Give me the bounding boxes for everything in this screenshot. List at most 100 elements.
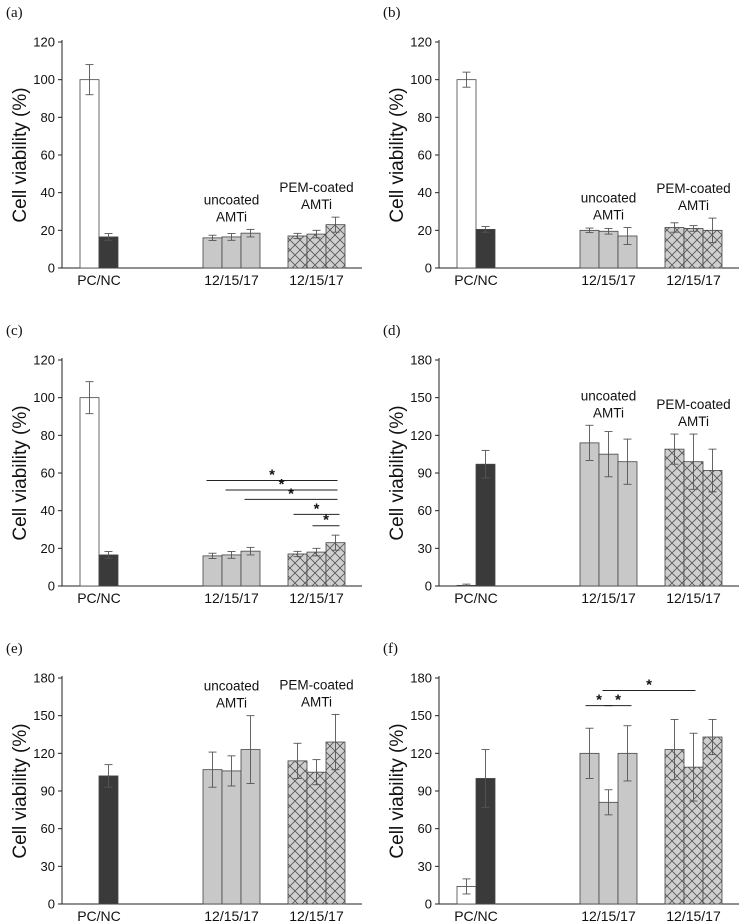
group-title-line: AMTi [216,209,247,224]
y-axis-label: Cell viability (%) [387,87,408,222]
x-category-label: 12/15/17 [289,272,344,288]
y-tick-label: 0 [425,579,432,594]
bar-121517-15 [683,228,704,269]
y-tick-label: 180 [410,671,432,686]
y-tick-label: 180 [410,353,432,368]
y-tick-label: 100 [33,72,55,87]
bar-PCNC-nc [98,554,119,587]
group-title-line: uncoated [581,191,637,206]
bar-121517-15 [221,770,242,905]
group-title-line: AMTi [301,197,332,212]
y-tick-label: 150 [33,708,55,723]
y-tick-label: 0 [48,579,55,594]
bar-121517-12 [664,227,685,269]
x-category-label: 12/15/17 [204,590,259,606]
x-category-label: PC/NC [454,590,498,606]
x-category-label: 12/15/17 [204,908,259,921]
x-category-label: 12/15/17 [581,590,636,606]
panel-label: (f) [383,641,398,657]
y-tick-label: 90 [41,784,55,799]
group-title-line: PEM-coated [279,180,353,195]
y-tick-label: 150 [410,390,432,405]
group-title-line: PEM-coated [656,397,730,412]
group-title-line: AMTi [593,405,624,420]
y-tick-label: 80 [41,110,55,125]
y-tick-label: 20 [41,541,55,556]
y-tick-label: 20 [41,223,55,238]
y-tick-label: 60 [41,821,55,836]
panel-label: (b) [383,5,401,21]
y-tick-label: 30 [418,859,432,874]
significance-star: * [314,500,320,517]
x-category-label: 12/15/17 [581,272,636,288]
chart-panel-d: (d) 0 30 60 90 120 150 180 Cell viability (%) PC/… [383,323,739,606]
group-title-line: uncoated [204,192,260,207]
x-category-label: 12/15/17 [289,908,344,921]
y-tick-label: 30 [418,541,432,556]
group-title-line: uncoated [581,388,637,403]
y-tick-label: 40 [41,185,55,200]
bar-121517-12 [287,235,308,269]
x-category-label: PC/NC [77,590,121,606]
bar-121517-12 [579,442,600,587]
significance-star: * [615,692,621,709]
y-tick-label: 60 [418,821,432,836]
y-tick-label: 60 [41,466,55,481]
significance-star: * [646,677,652,694]
y-tick-label: 120 [33,353,55,368]
bar-121517-15 [306,233,327,269]
bar-121517-15 [598,801,619,905]
bar-121517-15 [221,554,242,587]
group-title-line: PEM-coated [656,181,730,196]
bar-121517-12 [287,760,308,905]
bar-121517-12 [202,555,223,587]
group-title-line: AMTi [678,414,709,429]
bar-121517-12 [202,769,223,905]
x-category-label: PC/NC [454,272,498,288]
y-tick-label: 60 [41,148,55,163]
chart-panel-b: (b) 0 20 40 60 80 100 120 Cell viability (%) PC/N… [383,5,739,288]
bar-PCNC-nc [98,236,119,269]
y-axis-label: Cell viability (%) [10,405,31,540]
panel-label: (c) [6,323,23,339]
group-title-line: PEM-coated [279,677,353,692]
y-tick-label: 120 [410,428,432,443]
group-title-line: AMTi [593,208,624,223]
bar-PCNC-pc [456,79,477,269]
x-category-label: PC/NC [77,272,121,288]
y-axis-label: Cell viability (%) [387,405,408,540]
bar-121517-17 [702,736,723,905]
group-title-line: AMTi [301,694,332,709]
x-category-label: 12/15/17 [289,590,344,606]
panel-label: (d) [383,323,401,339]
y-axis-label: Cell viability (%) [387,723,408,858]
panel-label: (a) [6,5,23,21]
group-title-line: uncoated [204,679,260,694]
x-category-label: 12/15/17 [204,272,259,288]
y-tick-label: 150 [410,708,432,723]
group-title-line: AMTi [678,198,709,213]
chart-panel-a: (a) 0 20 40 60 80 100 120 Cell viability (%) PC/N… [6,5,362,288]
group-title-line: AMTi [216,696,247,711]
bar-PCNC-nc [475,463,496,587]
y-tick-label: 0 [425,261,432,276]
chart-panel-f: (f) 0 30 60 90 120 150 180 Cell viability (%) PC/… [383,641,739,921]
y-tick-label: 90 [418,784,432,799]
y-tick-label: 100 [410,72,432,87]
bar-121517-17 [240,550,261,587]
significance-star: * [269,467,275,484]
y-tick-label: 120 [410,35,432,50]
x-category-label: 12/15/17 [666,908,721,921]
y-tick-label: 0 [425,897,432,912]
chart-panel-e: (e) 0 30 60 90 120 150 180 Cell viability (%) PC/… [6,641,362,921]
bar-121517-15 [598,230,619,269]
y-tick-label: 90 [418,466,432,481]
x-category-label: 12/15/17 [581,908,636,921]
x-category-label: 12/15/17 [666,590,721,606]
y-tick-label: 60 [418,503,432,518]
significance-star: * [279,476,285,493]
y-tick-label: 60 [418,148,432,163]
bar-121517-15 [306,551,327,587]
y-tick-label: 120 [33,35,55,50]
significance-star: * [596,692,602,709]
